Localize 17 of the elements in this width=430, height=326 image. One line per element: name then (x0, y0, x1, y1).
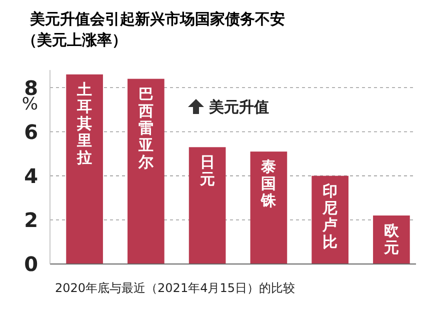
x-tick-label: 印尼卢比 (322, 182, 338, 251)
x-tick-label: 巴西雷亚尔 (137, 84, 154, 171)
text: 2020年底与最近（2021年4月15日）的比较 (55, 281, 295, 295)
y-tick-label: 6 (24, 120, 38, 144)
bar (66, 74, 103, 264)
x-tick-label: 泰国铢 (260, 158, 278, 210)
chart-subtitle: （美元上涨率） (22, 31, 127, 49)
annotation: 美元升值 (208, 98, 269, 116)
bar (188, 147, 226, 264)
x-tick-label: 欧元 (382, 222, 400, 256)
bar (128, 78, 164, 264)
y-tick-label: 4 (24, 164, 38, 188)
x-tick-label: 日元 (198, 153, 215, 188)
y-tick-label: 0 (24, 252, 38, 276)
x-tick-label: 土耳其里拉 (76, 80, 92, 166)
y-tick-label: 2 (24, 208, 38, 232)
chart-title: 美元升值会引起新兴市场国家债务不安 (29, 10, 285, 28)
